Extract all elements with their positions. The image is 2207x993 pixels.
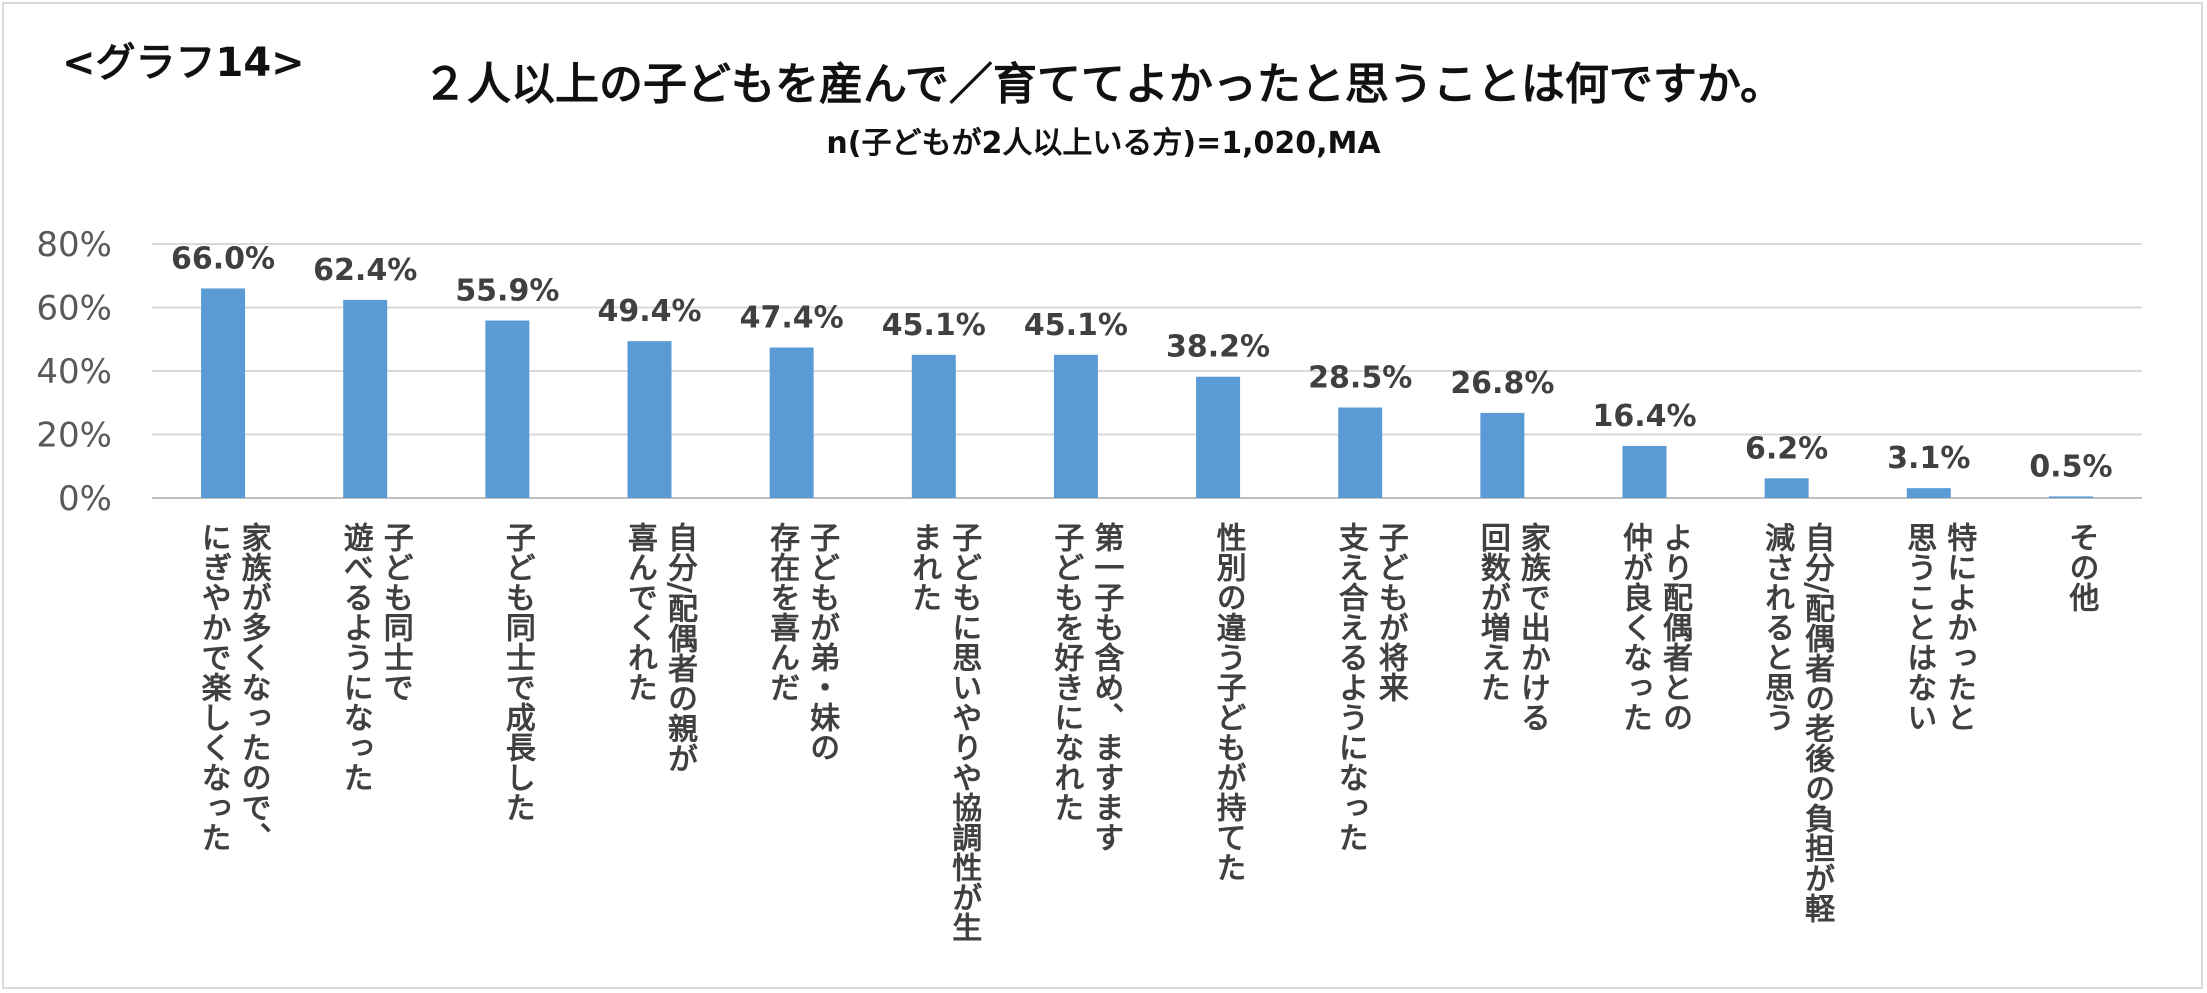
data-label: 3.1%	[1887, 441, 1970, 476]
data-label: 28.5%	[1308, 361, 1412, 396]
category-label: 第一子も含め、ますます	[1088, 521, 1124, 852]
data-label: 0.5%	[2029, 449, 2112, 484]
category-label: 喜んでくれた	[622, 522, 658, 702]
bar	[1196, 376, 1241, 498]
category-label: 家族が多くなったので、	[236, 522, 272, 852]
category-label: 性別の違う子どもが持てた	[1211, 522, 1247, 882]
data-label: 45.1%	[1024, 308, 1128, 343]
category-label: 遊べるようになった	[338, 521, 374, 792]
category-label: にぎやかで楽しくなった	[196, 522, 232, 852]
data-label: 47.4%	[740, 301, 844, 336]
bar	[1906, 488, 1951, 498]
value-labels: 66.0% 62.4% 55.9% 49.4% 47.4% 45.1% 45.1% 38.2%…	[171, 241, 2112, 484]
chart-title: ２人以上の子どもを産んで／育ててよかったと思うことは何ですか。	[423, 59, 1784, 110]
category-label: その他	[2063, 522, 2100, 612]
bar	[1764, 478, 1809, 498]
category-label: 子どもに思いやりや協調性が生	[946, 522, 982, 942]
data-label: 62.4%	[313, 253, 417, 288]
category-label: 仲が良くなった	[1617, 522, 1653, 732]
category-label: 子どもを好きになれた	[1048, 522, 1085, 822]
bar	[1480, 412, 1525, 498]
y-tick-label: 60%	[36, 289, 112, 329]
category-label: 子どもが弟・妹の	[804, 522, 840, 762]
bar	[1622, 445, 1667, 498]
bar	[201, 288, 246, 498]
bar	[2048, 496, 2093, 498]
grid-lines	[152, 243, 2142, 499]
category-label: まれた	[906, 522, 941, 612]
category-label: 減されると思う	[1759, 522, 1795, 732]
category-label: 支え合えるようになった	[1333, 522, 1369, 852]
category-label: 存在を喜んだ	[764, 522, 800, 702]
bar	[627, 341, 672, 498]
y-axis: 0% 20% 40% 60% 80%	[36, 225, 112, 519]
data-label: 45.1%	[882, 308, 986, 343]
category-label: 思うことはない	[1901, 522, 1937, 732]
chart-subtitle: n(子どもが2人以上いる方)=1,020,MA	[826, 126, 1381, 161]
category-label: 子ども同士で	[378, 522, 413, 702]
category-label: 自分/配偶者の老後の負担が軽	[1799, 522, 1835, 923]
category-label: 自分/配偶者の親が	[662, 522, 698, 773]
graph-label: <グラフ14>	[62, 40, 305, 86]
category-label: 子ども同士で成長した	[500, 522, 536, 822]
category-label: 子どもが将来	[1373, 522, 1409, 702]
y-tick-label: 20%	[36, 416, 112, 456]
bar	[769, 347, 814, 498]
data-label: 6.2%	[1745, 431, 1828, 466]
bar	[911, 354, 956, 498]
bar	[1053, 354, 1098, 498]
data-label: 66.0%	[171, 241, 275, 276]
data-label: 49.4%	[597, 294, 701, 329]
data-label: 16.4%	[1592, 399, 1696, 434]
bar	[1338, 407, 1383, 498]
y-tick-label: 80%	[36, 225, 112, 265]
data-label: 38.2%	[1166, 330, 1270, 365]
category-label: 回数が増えた	[1475, 522, 1511, 702]
bar	[343, 299, 388, 498]
y-tick-label: 40%	[36, 352, 112, 392]
y-tick-label: 0%	[58, 479, 112, 519]
bars	[201, 288, 2093, 498]
data-label: 55.9%	[455, 274, 559, 309]
category-label: 家族で出かける	[1515, 522, 1551, 732]
category-label: より配偶者との	[1657, 522, 1693, 732]
data-label: 26.8%	[1450, 366, 1554, 401]
category-label: 特によかったと	[1941, 522, 1977, 732]
bar	[485, 320, 530, 498]
